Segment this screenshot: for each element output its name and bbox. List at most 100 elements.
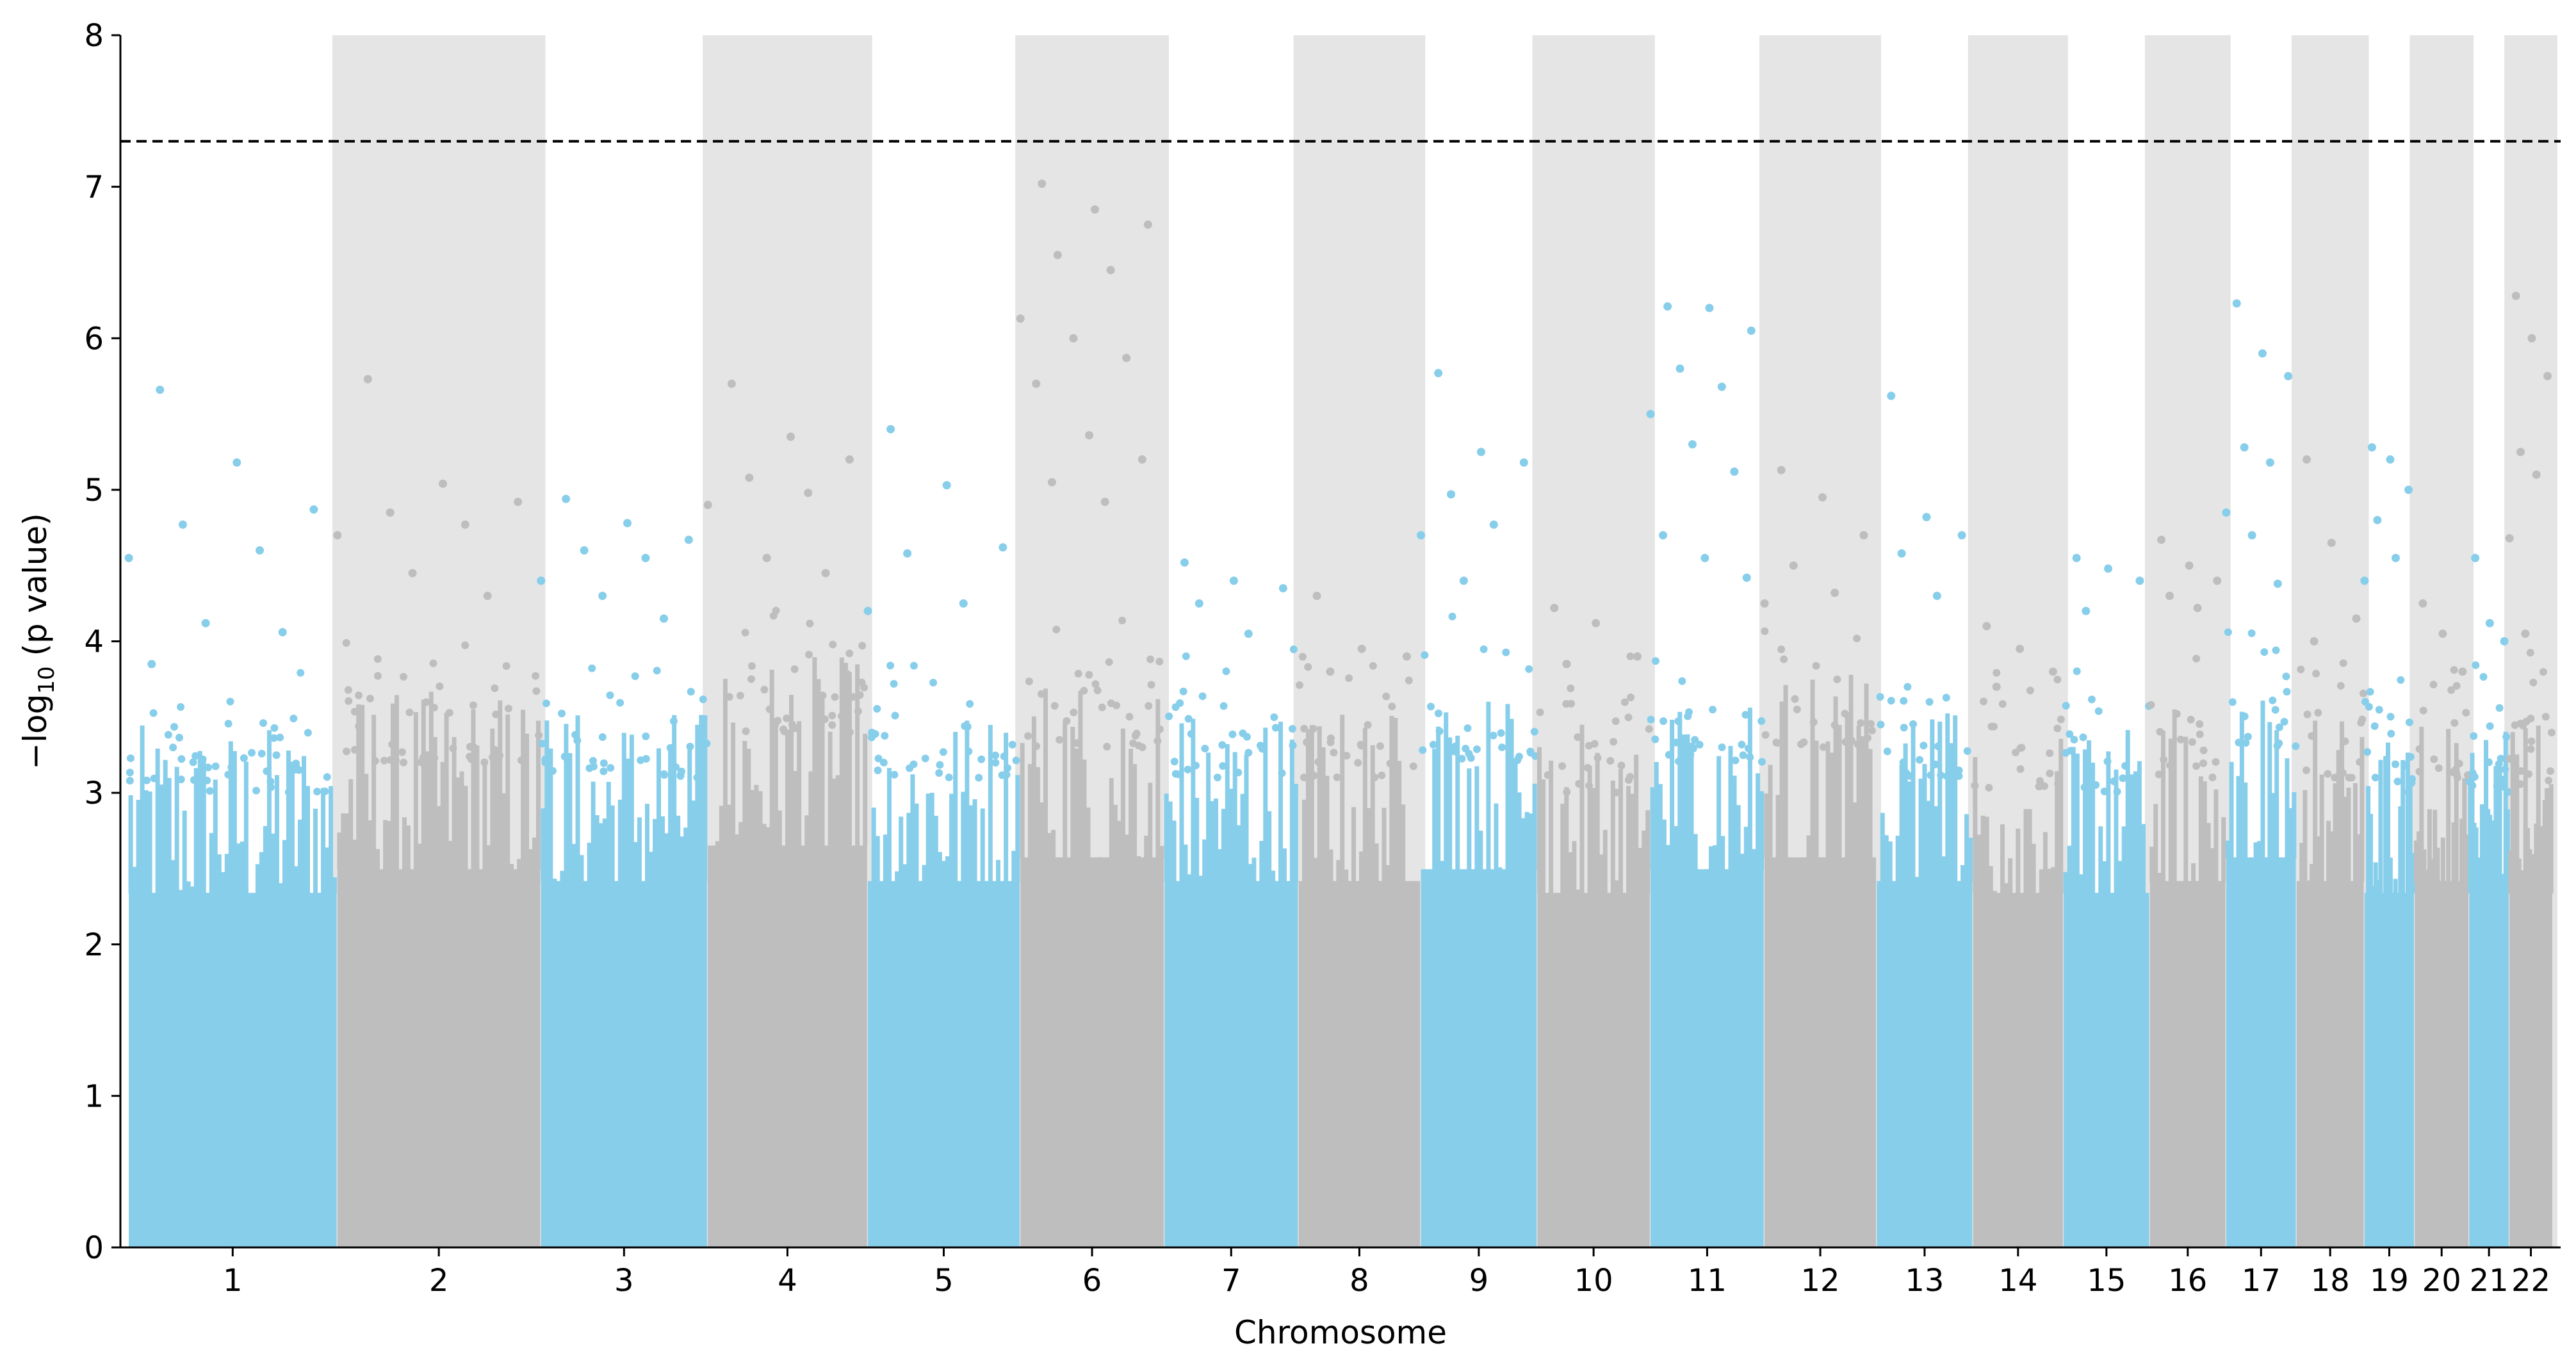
snp-column — [1183, 844, 1188, 882]
snp-column — [1610, 780, 1615, 894]
snp-point — [2452, 765, 2460, 774]
snp-column — [1240, 793, 1245, 882]
snp-column — [1497, 867, 1503, 870]
snp-column — [1961, 864, 1966, 882]
snp-point — [1526, 747, 1535, 756]
snp-point — [1934, 742, 1942, 750]
snp-point — [642, 732, 650, 740]
snp-column — [1768, 765, 1773, 858]
snp-point — [252, 786, 261, 795]
snp-point — [2303, 766, 2311, 774]
snp-point — [504, 704, 512, 713]
snp-column — [602, 818, 607, 882]
snp-column — [1389, 715, 1394, 882]
snp-column — [2274, 730, 2279, 858]
snp-point — [1187, 730, 1195, 738]
snp-point — [2242, 739, 2250, 747]
snp-column — [1213, 799, 1218, 882]
snp-column — [1282, 848, 1287, 882]
snp-point — [2057, 715, 2065, 724]
snp-point — [1056, 736, 1064, 744]
snp-column — [797, 721, 802, 847]
snp-column — [1027, 764, 1032, 858]
snp-point — [668, 773, 676, 781]
snp-top-hit — [408, 569, 417, 578]
snp-column — [933, 815, 938, 882]
snp-point — [2527, 745, 2535, 753]
snp-column — [1358, 851, 1364, 882]
snp-column — [1228, 788, 1234, 882]
snp-column — [2071, 747, 2076, 894]
snp-top-hit — [786, 432, 795, 441]
snp-column — [1168, 801, 1173, 882]
snp-column — [2031, 843, 2036, 894]
snp-point — [769, 612, 778, 620]
snp-column — [1945, 713, 1950, 882]
snp-point — [2053, 724, 2062, 733]
snp-column — [128, 795, 133, 894]
snp-column — [1934, 806, 1939, 882]
snp-column — [1191, 718, 1196, 882]
snp-point — [1218, 741, 1227, 749]
snp-top-hit — [2532, 470, 2541, 479]
y-axis-title-subscript: 10 — [34, 666, 60, 694]
snp-point — [1409, 762, 1417, 770]
snp-column — [1681, 734, 1686, 870]
snp-column — [2082, 749, 2087, 894]
snp-point — [1674, 717, 1683, 726]
snp-column — [305, 786, 310, 894]
snp-column — [2523, 727, 2528, 894]
snp-column — [1618, 769, 1623, 894]
snp-column — [240, 841, 245, 894]
snp-point — [1620, 698, 1629, 706]
snp-column — [517, 859, 522, 870]
snp-point — [1155, 725, 1164, 733]
points-body-chr-19 — [2364, 893, 2415, 1247]
snp-point — [936, 761, 944, 769]
snp-column — [1144, 836, 1149, 858]
y-tick-label: 4 — [84, 624, 104, 660]
snp-top-hit — [1417, 531, 1426, 540]
snp-column — [286, 750, 291, 894]
snp-top-hit — [660, 614, 669, 623]
snp-column — [621, 733, 626, 882]
snp-column — [1626, 786, 1631, 894]
snp-point — [532, 687, 541, 695]
snp-point — [2260, 648, 2269, 656]
snp-column — [2368, 813, 2373, 894]
snp-point — [2240, 712, 2249, 720]
snp-column — [1004, 733, 1009, 882]
snp-top-hit — [1562, 660, 1571, 669]
snp-column — [785, 729, 790, 847]
snp-point — [1179, 687, 1187, 695]
snp-point — [177, 703, 185, 711]
snp-top-hit — [2386, 455, 2395, 464]
snp-column — [1289, 739, 1294, 882]
snp-column — [345, 813, 350, 870]
snp-column — [463, 786, 468, 870]
snp-point — [890, 770, 899, 779]
snp-point — [935, 769, 943, 777]
snp-point — [1132, 729, 1141, 738]
snp-column — [2378, 759, 2383, 894]
snp-column — [1756, 773, 1761, 870]
snp-point — [150, 774, 158, 783]
points-body-chr-22 — [2509, 893, 2552, 1247]
snp-point — [1289, 645, 1298, 653]
snp-column — [594, 815, 599, 882]
snp-point — [1745, 744, 1753, 752]
snp-column — [1148, 783, 1153, 858]
snp-point — [2526, 649, 2534, 657]
snp-column — [1136, 856, 1141, 858]
snp-column — [417, 843, 422, 870]
snp-column — [2260, 701, 2265, 858]
snp-top-hit — [2516, 448, 2525, 457]
snp-column — [2393, 879, 2398, 894]
snp-column — [567, 753, 573, 882]
snp-column — [727, 804, 732, 847]
snp-column — [1670, 719, 1675, 870]
snp-column — [2125, 729, 2130, 894]
x-tick-label: 10 — [1574, 1263, 1613, 1299]
snp-column — [405, 825, 411, 870]
snp-point — [1300, 773, 1308, 781]
